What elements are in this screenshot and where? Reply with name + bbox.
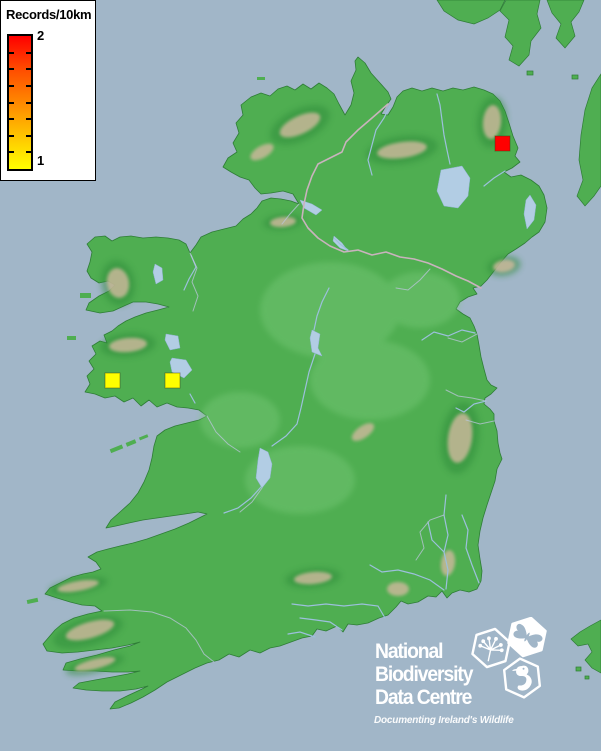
logo-tagline: Documenting Ireland's Wildlife	[374, 715, 514, 726]
legend-tick	[26, 118, 31, 121]
nbdc-logo: National Biodiversity Data Centre Docume…	[358, 616, 601, 751]
legend-tick	[26, 51, 31, 54]
legend-tick	[26, 134, 31, 137]
nbdc-hexagon-icons	[471, 617, 547, 699]
relief-peaks	[57, 105, 515, 672]
legend-tick	[9, 101, 14, 104]
legend-tick	[26, 101, 31, 104]
legend-tick	[9, 118, 14, 121]
legend-tick	[9, 68, 14, 71]
legend-max-label: 2	[37, 28, 45, 43]
seahorse-icon	[502, 657, 542, 699]
legend-min-label: 1	[37, 153, 45, 168]
legend-color-bar	[7, 34, 33, 171]
logo-line-2: Biodiversity	[375, 663, 473, 686]
legend-title: Records/10km	[6, 7, 92, 22]
legend-tick	[9, 151, 14, 154]
strangford-lough	[523, 194, 537, 230]
grid-square-connemara-east	[164, 372, 181, 389]
lough-neagh	[436, 165, 471, 209]
logo-wordmark: National Biodiversity Data Centre	[375, 640, 473, 709]
legend: Records/10km 2 1	[0, 0, 96, 181]
legend-tick	[26, 68, 31, 71]
rivers	[183, 93, 506, 638]
legend-tick	[9, 51, 14, 54]
wales-landmass	[570, 619, 601, 680]
northern-ireland-border	[301, 103, 482, 289]
butterfly-icon	[507, 617, 547, 658]
logo-line-1: National	[375, 640, 443, 663]
county-boundaries	[103, 203, 495, 663]
record-squares	[104, 135, 511, 389]
logo-line-3: Data Centre	[375, 686, 472, 709]
legend-tick	[26, 84, 31, 87]
branch-icon	[471, 627, 511, 669]
legend-tick	[9, 84, 14, 87]
ireland-landmass	[42, 56, 548, 710]
grid-square-connemara-west	[104, 372, 121, 389]
legend-tick	[9, 134, 14, 137]
grid-square-antrim	[494, 135, 511, 152]
scotland-landmass	[436, 0, 601, 207]
lakes	[152, 165, 537, 489]
legend-tick	[26, 151, 31, 154]
offshore-islands	[26, 77, 533, 604]
relief-lowlands	[200, 262, 460, 514]
